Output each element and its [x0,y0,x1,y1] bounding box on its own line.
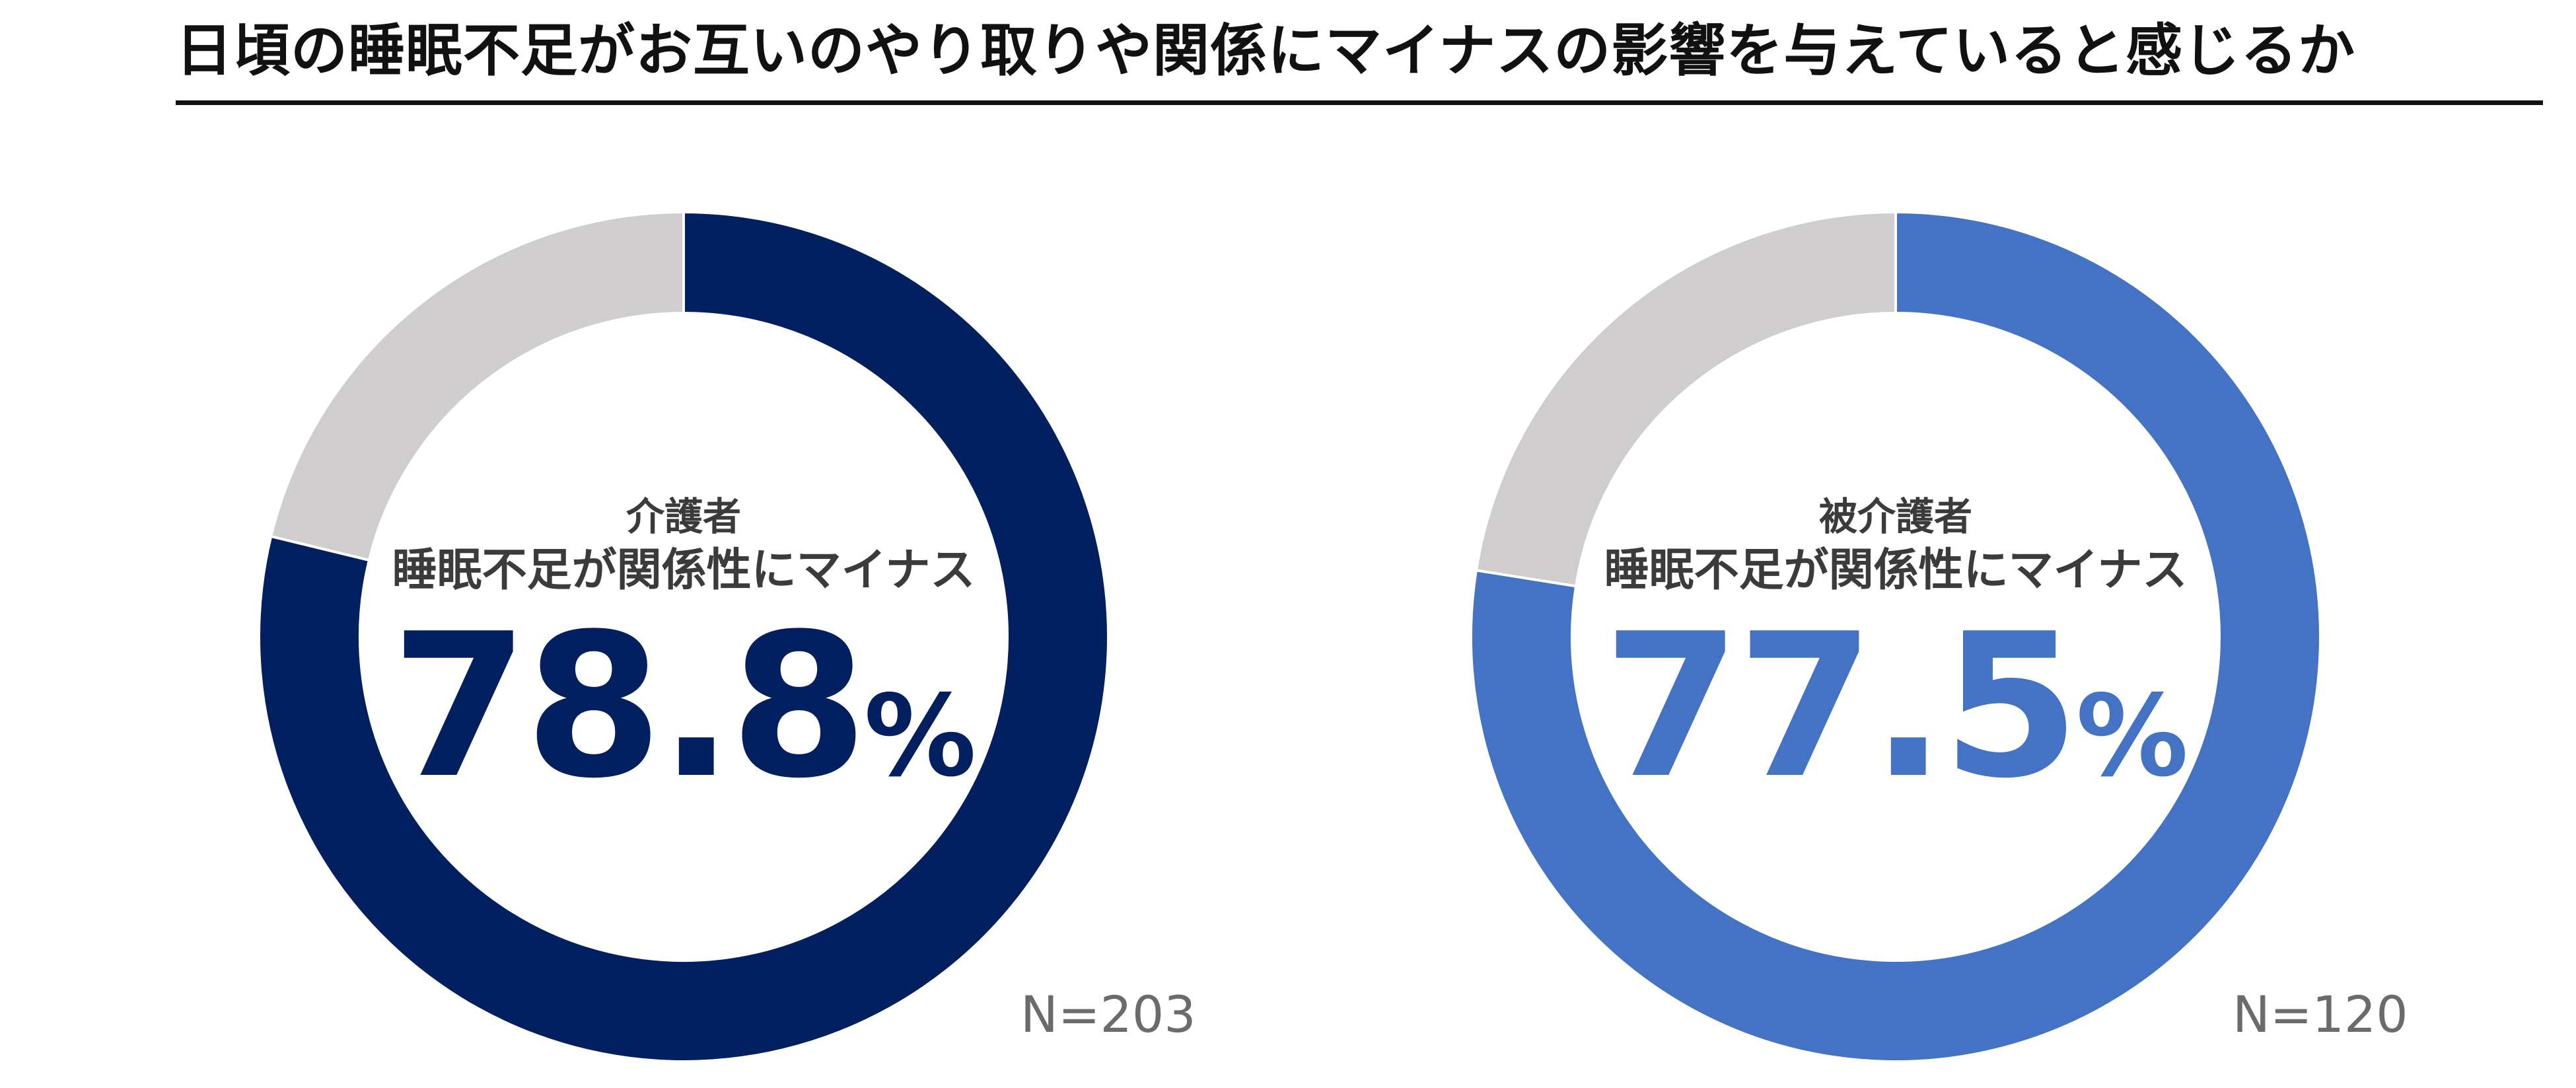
group-label: 介護者 [626,494,741,539]
donut-svg [1470,210,2322,1063]
sample-size-label: N=203 [1020,985,1196,1044]
value-unit: % [2075,671,2189,802]
donut-slice-other [1474,210,1897,588]
value-readout: 78.8% [353,608,1014,871]
metric-label: 睡眠不足が関係性にマイナス [392,544,976,597]
donut-chart-caregiver: 介護者 睡眠不足が関係性にマイナス 78.8% N=203 [258,210,1196,1063]
value-readout: 77.5% [1565,608,2226,871]
donut-slice-value [258,210,1110,1063]
donut-svg [258,210,1110,1063]
sample-size-label: N=120 [2233,985,2408,1044]
group-label: 被介護者 [1818,494,1972,539]
value-unit: % [863,671,977,802]
donut-slice-other [269,210,685,562]
donut-slice-value [1470,210,2322,1063]
value-number: 78.8 [390,591,868,822]
metric-label: 睡眠不足が関係性にマイナス [1604,544,2188,597]
donut-chart-care-recipient: 被介護者 睡眠不足が関係性にマイナス 77.5% N=120 [1288,0,2576,1088]
value-number: 77.5 [1602,591,2080,822]
page-title: 日頃の睡眠不足がお互いのやり取りや関係にマイナスの影響を与えていると感じるか [176,15,2543,105]
